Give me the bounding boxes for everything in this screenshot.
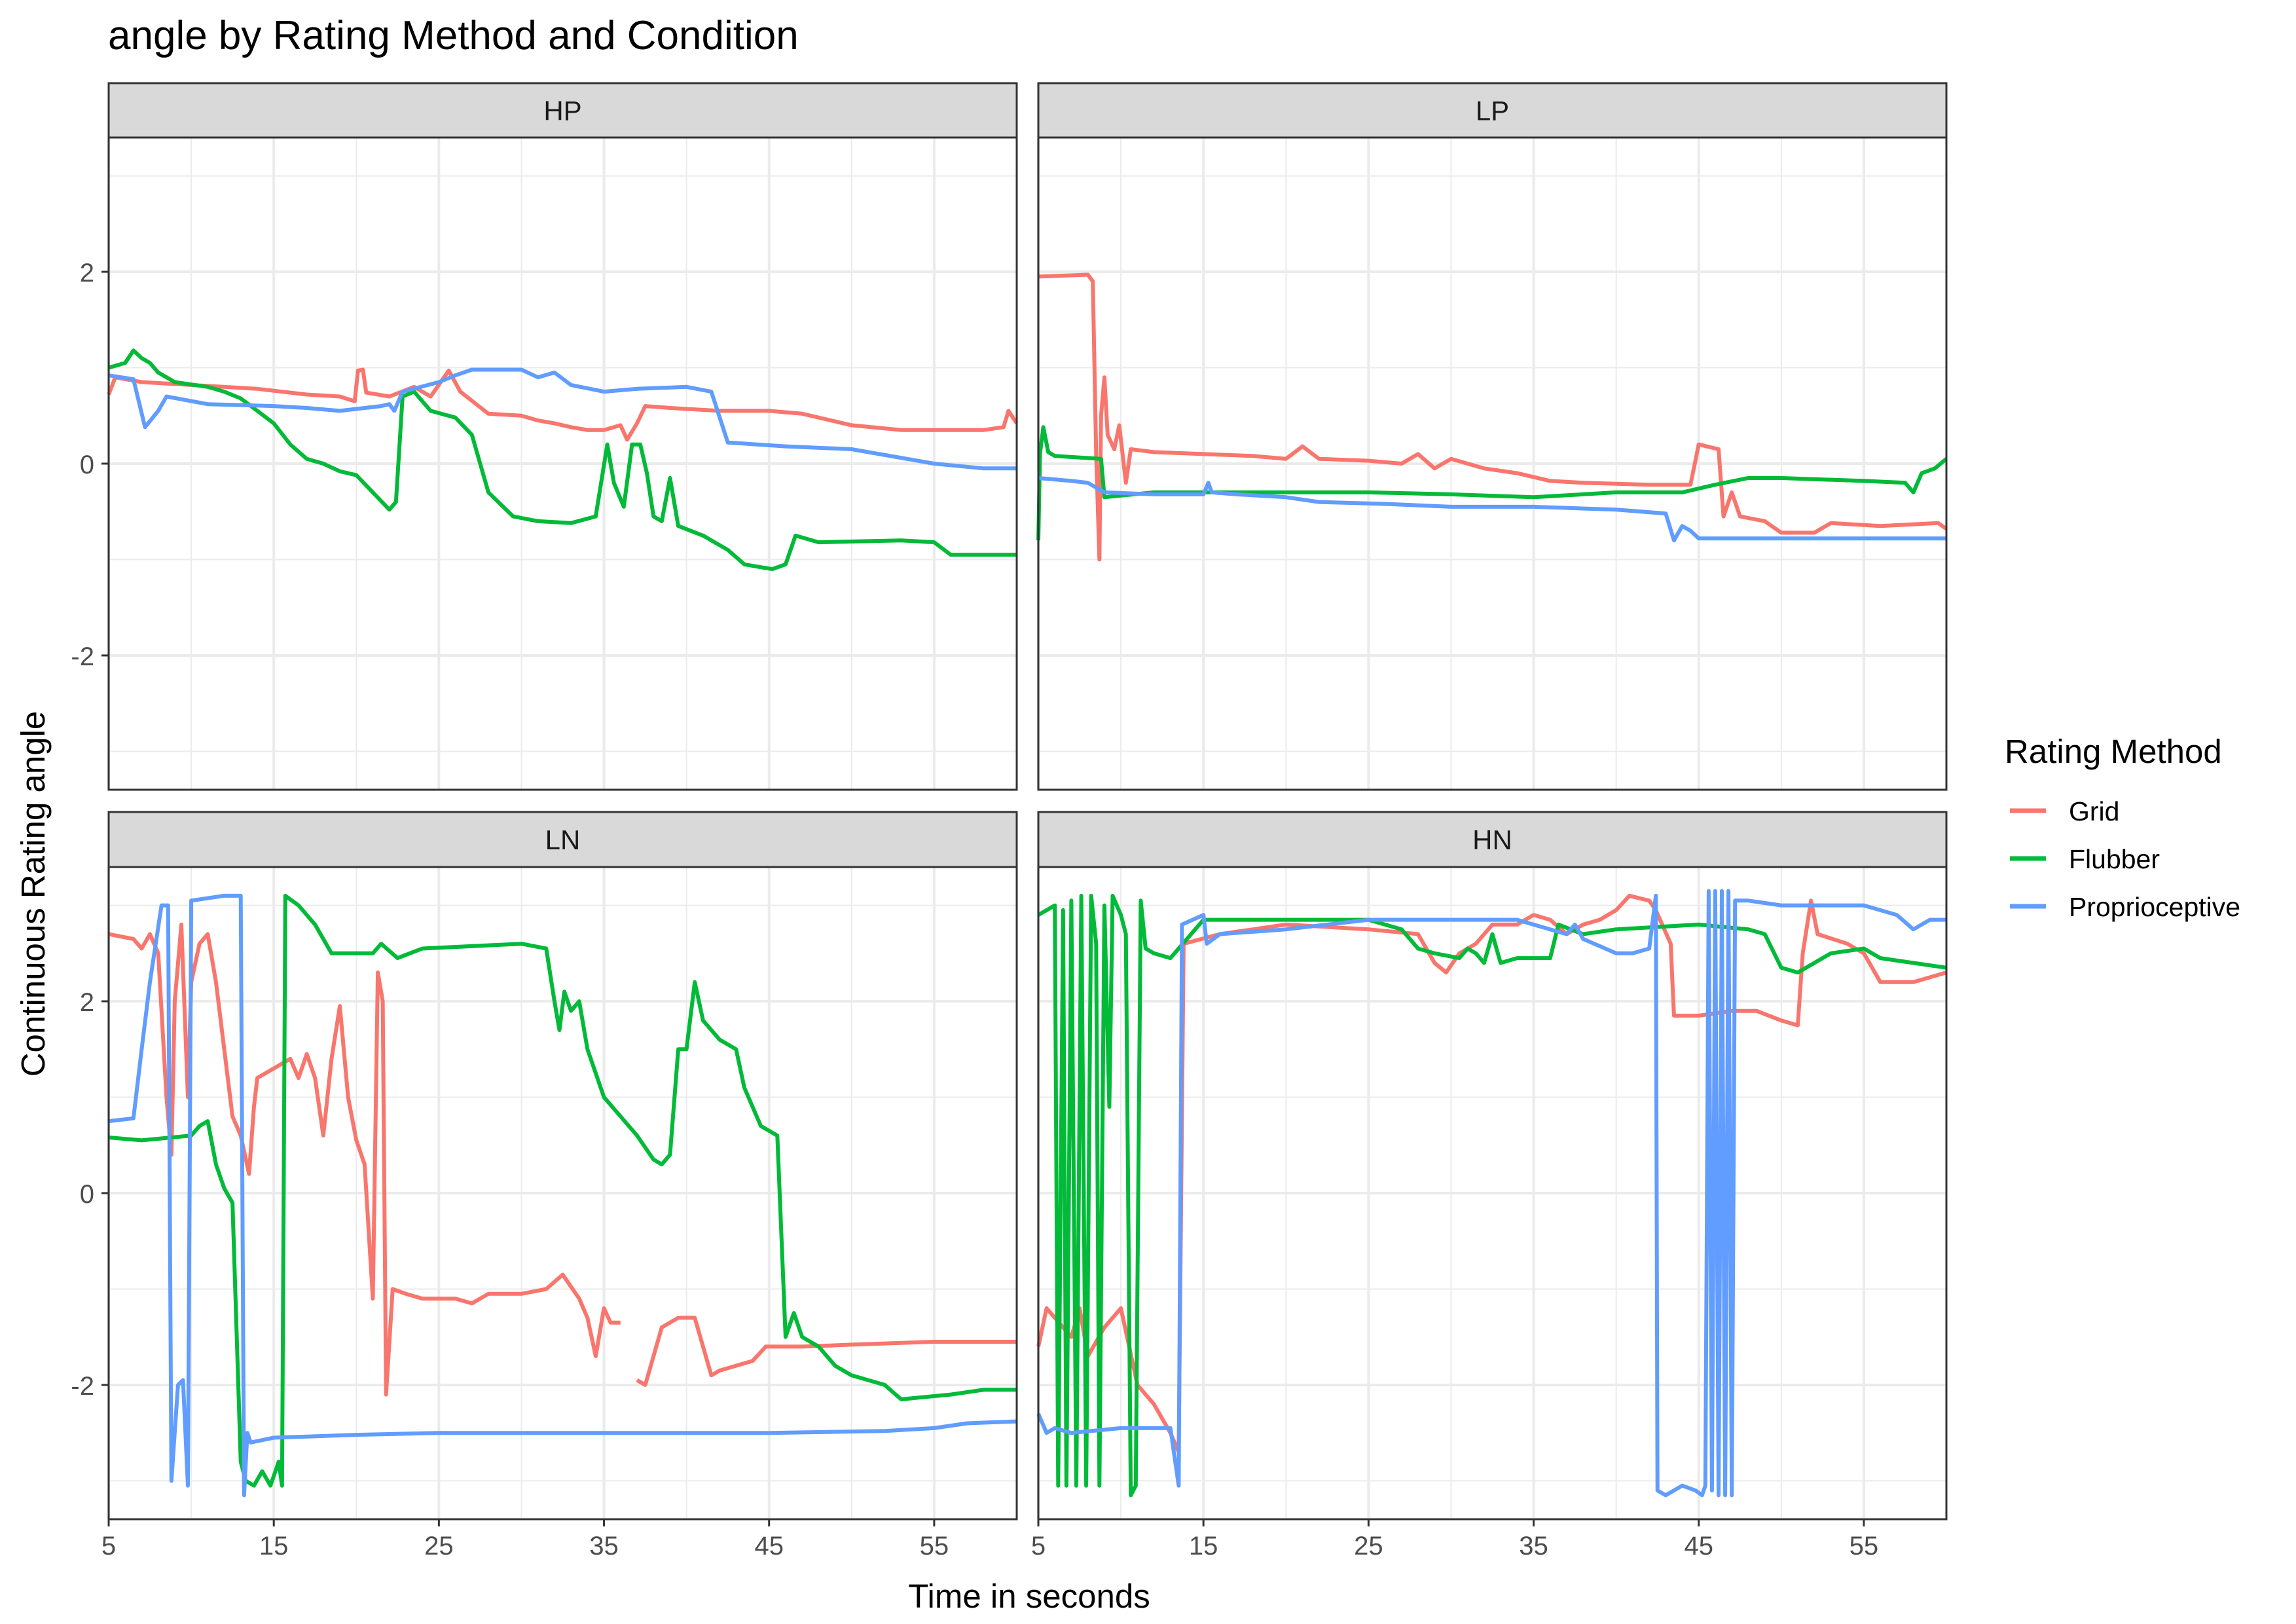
y-tick-label: 0 <box>80 451 94 479</box>
x-tick-label: 15 <box>259 1532 289 1560</box>
series-line-proprioceptive <box>1036 889 1946 1498</box>
facet-panel-lp: LP <box>1036 82 1948 791</box>
series-line-proprioceptive <box>108 367 1017 471</box>
x-tick-label: 25 <box>1354 1532 1383 1560</box>
x-tick-label: 35 <box>589 1532 619 1560</box>
panel-border <box>1037 136 1948 791</box>
x-tick-label: 45 <box>754 1532 784 1560</box>
x-tick-label: 5 <box>1031 1532 1046 1560</box>
x-tick-label: 15 <box>1189 1532 1218 1560</box>
y-tick-label: 2 <box>80 988 94 1017</box>
legend-label-proprioceptive: Proprioceptive <box>2069 892 2240 922</box>
facet-panel-hn: HN 5 15 25 35 45 55 <box>1031 811 1948 1560</box>
legend: Rating Method Grid Flubber Proprioceptive <box>2005 733 2240 922</box>
series-line-flubber <box>1037 893 1947 1498</box>
y-axis-label: Continuous Rating angle <box>14 711 52 1077</box>
x-tick-label: 5 <box>101 1532 116 1560</box>
series-line-flubber <box>1036 425 1948 541</box>
legend-title: Rating Method <box>2005 733 2222 770</box>
facet-strip-hp <box>107 82 1018 139</box>
x-tick-label: 35 <box>1519 1532 1548 1560</box>
series-line-proprioceptive <box>1038 476 1946 543</box>
x-tick-label: 55 <box>1850 1532 1879 1560</box>
series-line-proprioceptive <box>108 893 1017 1498</box>
x-tick-label: 25 <box>424 1532 454 1560</box>
facet-strip-hn <box>1037 811 1948 868</box>
series-line-grid <box>1036 893 1947 1454</box>
y-tick-label: -2 <box>71 642 94 671</box>
facet-strip-label: HN <box>1472 824 1512 855</box>
facet-strip-label: LN <box>545 824 581 855</box>
x-tick-label: 45 <box>1684 1532 1713 1560</box>
panel-border <box>1037 866 1948 1521</box>
legend-label-flubber: Flubber <box>2069 844 2160 874</box>
y-tick-label: -2 <box>71 1372 94 1401</box>
series-line-grid <box>1038 272 1948 562</box>
series-line-flubber <box>108 893 1017 1488</box>
legend-label-grid: Grid <box>2069 796 2119 826</box>
facet-strip-label: HP <box>543 96 581 126</box>
facet-strip-ln <box>107 811 1018 868</box>
series-line-flubber <box>108 348 1017 572</box>
x-axis-label: Time in seconds <box>908 1578 1150 1615</box>
series-line-grid <box>108 922 1017 1397</box>
chart-title: angle by Rating Method and Condition <box>108 13 799 58</box>
facet-strip-label: LP <box>1476 96 1509 126</box>
series-line-grid <box>107 367 1019 442</box>
x-tick-label: 55 <box>920 1532 949 1560</box>
facet-panel-hp: HP -2 0 2 <box>71 82 1019 791</box>
y-tick-label: 2 <box>80 259 94 287</box>
y-tick-label: 0 <box>80 1180 94 1209</box>
